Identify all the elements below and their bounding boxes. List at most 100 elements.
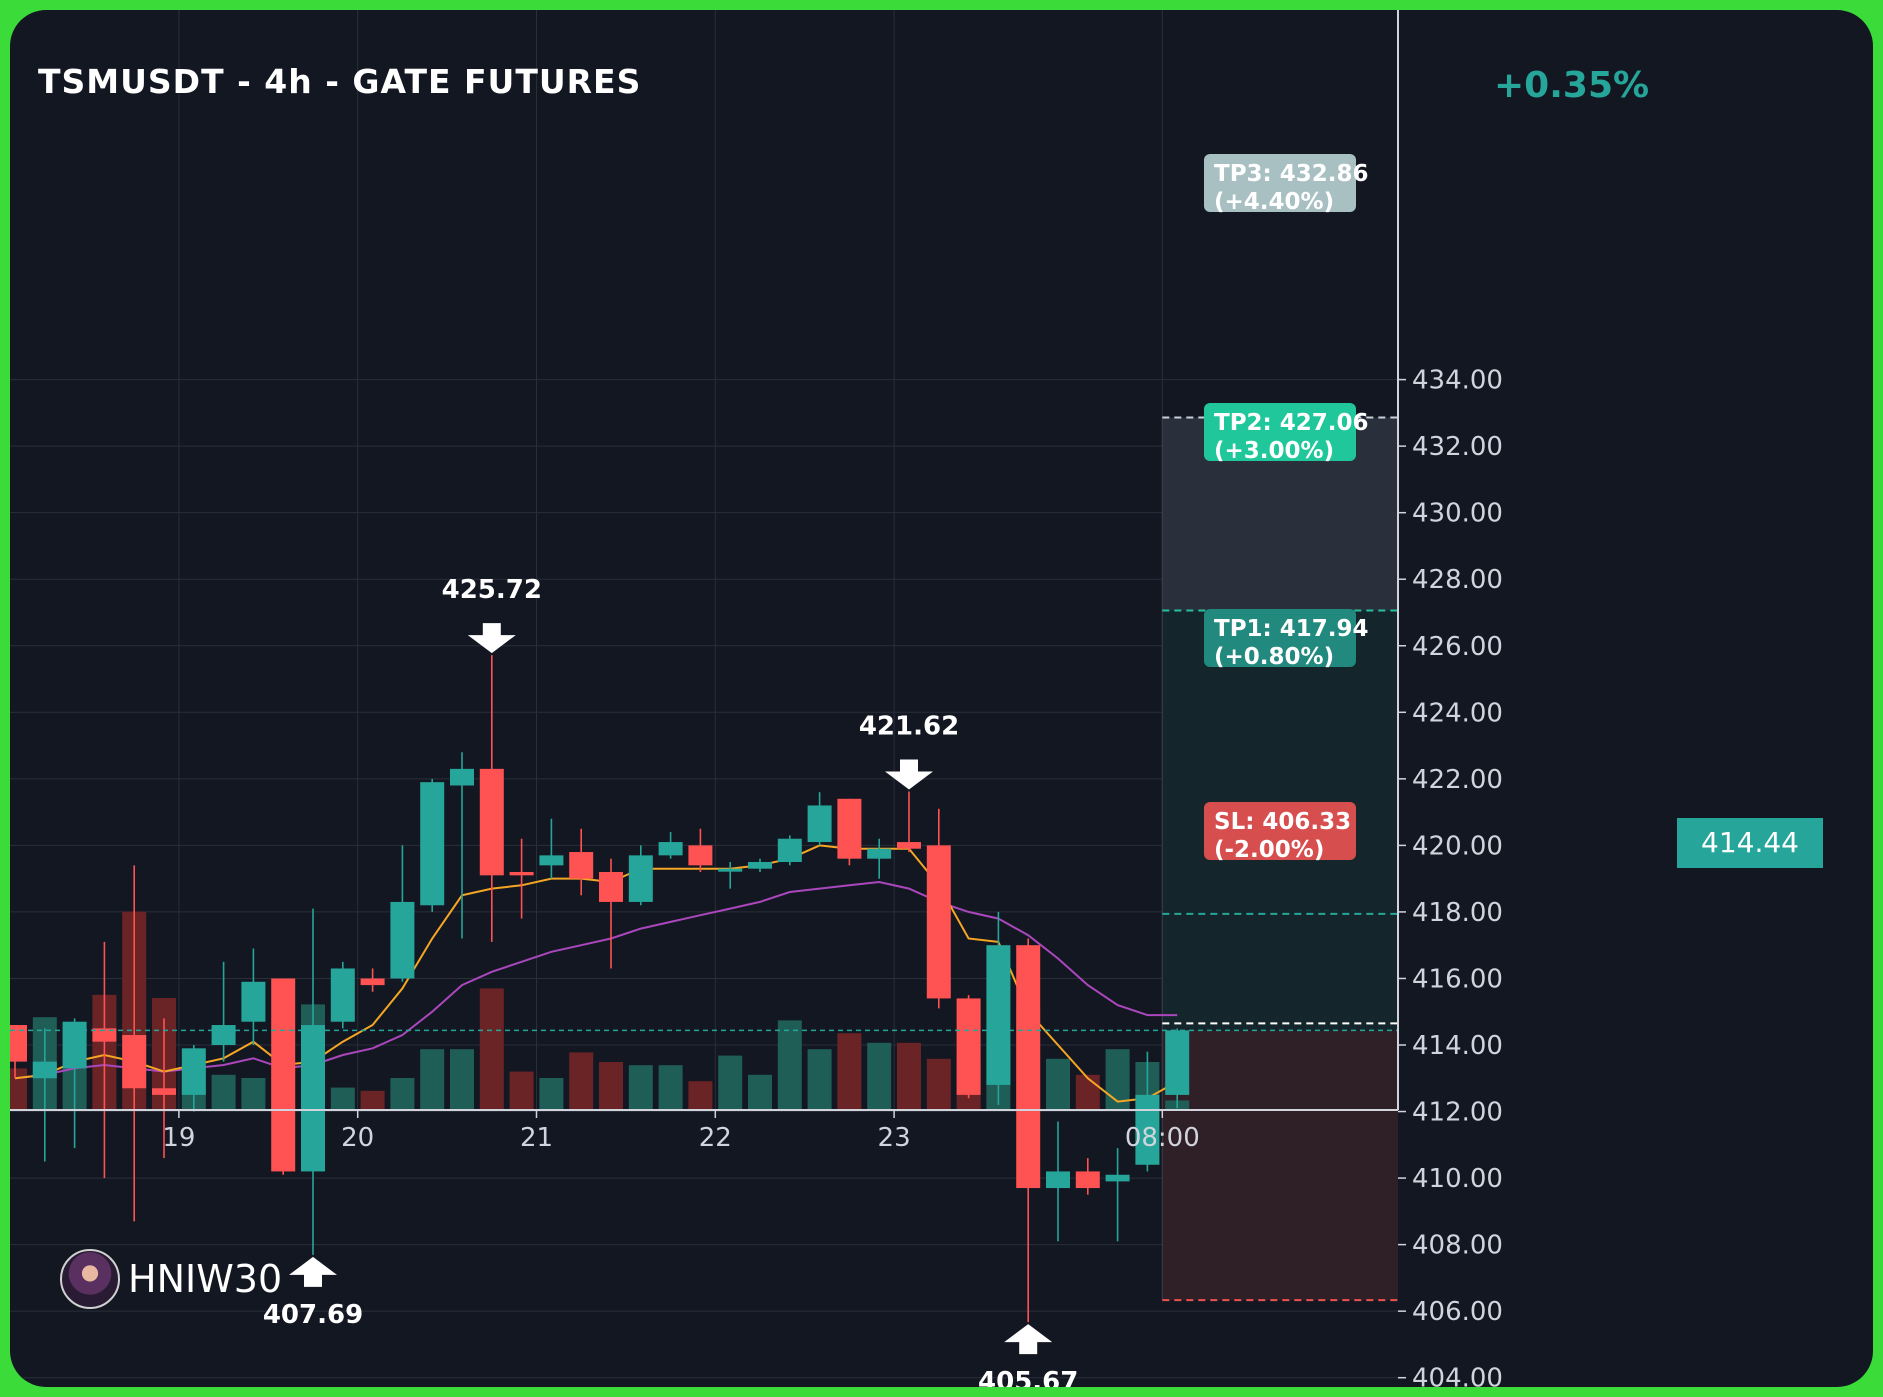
candle-body — [986, 945, 1011, 1085]
arrow-down-icon — [885, 759, 933, 790]
volume-bar — [867, 1042, 892, 1110]
candle-body — [152, 1088, 176, 1095]
volume-bar — [658, 1065, 683, 1110]
volume-bar — [926, 1058, 951, 1110]
arrow-up-icon — [289, 1256, 337, 1287]
volume-bar — [718, 1055, 743, 1110]
x-tick-label: 08:00 — [1125, 1123, 1200, 1153]
x-tick-label: 21 — [520, 1123, 553, 1153]
y-tick-label: 414.00 — [1412, 1031, 1503, 1061]
volume-bar — [897, 1042, 921, 1110]
candle-body — [271, 978, 296, 1172]
y-tick-label: 424.00 — [1412, 698, 1503, 728]
y-tick-label: 434.00 — [1412, 366, 1503, 396]
volume-bar — [777, 1020, 802, 1110]
chart-frame: 425.72 421.62 407.69 405.67 434.00 432.00 430… — [10, 10, 1873, 1387]
volume-bar — [539, 1078, 564, 1110]
brand-watermark: HNIW30 — [60, 1247, 282, 1311]
candle-body — [658, 842, 683, 856]
change-percent: +0.35% — [1494, 65, 1650, 106]
candle-body — [92, 1028, 117, 1042]
candle-body — [181, 1048, 206, 1095]
y-tick-label: 426.00 — [1412, 632, 1503, 662]
y-tick-label: 432.00 — [1412, 432, 1503, 462]
candle-body — [450, 768, 474, 786]
volume-bar — [1046, 1058, 1070, 1110]
candle-body — [837, 798, 862, 859]
y-tick-label: 428.00 — [1412, 565, 1503, 595]
volume-bar — [241, 1078, 266, 1110]
x-tick-label: 23 — [878, 1123, 911, 1153]
low-label: 407.69 — [263, 1300, 363, 1330]
x-tick-label: 20 — [341, 1123, 374, 1153]
y-tick-label: 408.00 — [1412, 1231, 1503, 1261]
candle-body — [718, 868, 743, 872]
candle-body — [122, 1035, 147, 1089]
candle-body — [926, 845, 951, 999]
candle-body — [897, 842, 921, 849]
candle-body — [509, 871, 534, 876]
current-price-tag: 414.44 — [1677, 818, 1823, 868]
volume-bar — [420, 1049, 445, 1110]
volume-bar — [479, 988, 504, 1110]
candle-body — [241, 981, 266, 1022]
volume-bar — [837, 1033, 862, 1110]
candle-body — [688, 845, 713, 866]
candle-body — [10, 1025, 27, 1062]
volume-bar — [10, 1068, 27, 1110]
candle-body — [420, 782, 445, 906]
candle-body — [211, 1025, 236, 1045]
sl-percent: (-2.00%) — [1214, 837, 1325, 863]
tp2-price: TP2: 427.06 — [1214, 410, 1369, 436]
high-label: 421.62 — [859, 711, 959, 741]
candle-body — [1105, 1174, 1130, 1182]
arrow-up-icon — [1004, 1324, 1053, 1355]
volume-bar — [509, 1071, 534, 1110]
candle-body — [330, 968, 355, 1022]
volume-bar — [450, 1049, 474, 1110]
volume-bar — [569, 1052, 594, 1110]
volume-bar — [807, 1049, 832, 1110]
candle-body — [32, 1061, 57, 1079]
brand-name: HNIW30 — [128, 1257, 283, 1301]
avatar-icon — [60, 1249, 120, 1309]
volume-bar — [599, 1062, 623, 1110]
volume-bar — [360, 1090, 385, 1110]
high-label: 425.72 — [442, 575, 542, 605]
sl-label: SL: 406.33 (-2.00%) — [1204, 802, 1356, 863]
y-tick-label: 418.00 — [1412, 898, 1503, 928]
ma-slow-line — [14, 880, 1178, 1080]
candle-body — [628, 855, 653, 902]
sl-zone — [1162, 1030, 1398, 1301]
candle-body — [360, 978, 385, 986]
low-label: 405.67 — [978, 1367, 1078, 1387]
candle-body — [777, 838, 802, 863]
candle-body — [1046, 1171, 1070, 1189]
candle-body — [867, 848, 892, 859]
tp3-percent: (+4.40%) — [1214, 189, 1335, 215]
volume-bar — [330, 1087, 355, 1110]
candle-body — [748, 862, 772, 869]
candle-body — [1165, 1030, 1190, 1095]
volume-bar — [688, 1081, 713, 1110]
arrow-down-icon — [467, 623, 516, 654]
candle-body — [956, 998, 981, 1095]
candle-body — [599, 871, 623, 902]
candle-body — [1135, 1094, 1160, 1165]
tp2-percent: (+3.00%) — [1214, 438, 1335, 464]
y-tick-label: 416.00 — [1412, 964, 1503, 994]
price-chart[interactable]: 425.72 421.62 407.69 405.67 434.00 432.00 430… — [10, 10, 1873, 1387]
chart-title: TSMUSDT - 4h - GATE FUTURES — [38, 62, 642, 101]
candle-body — [569, 852, 594, 879]
tp1-label: TP1: 417.94 (+0.80%) — [1204, 609, 1369, 670]
x-tick-label: 22 — [699, 1123, 732, 1153]
volume-bar — [390, 1078, 415, 1110]
y-tick-label: 420.00 — [1412, 831, 1503, 861]
tp3-price: TP3: 432.86 — [1214, 161, 1369, 187]
y-tick-label: 412.00 — [1412, 1098, 1503, 1128]
volume-bar — [1075, 1074, 1100, 1110]
y-tick-label: 430.00 — [1412, 499, 1503, 529]
y-tick-label: 422.00 — [1412, 765, 1503, 795]
tp1-price: TP1: 417.94 — [1214, 616, 1369, 642]
tp1-percent: (+0.80%) — [1214, 644, 1335, 670]
